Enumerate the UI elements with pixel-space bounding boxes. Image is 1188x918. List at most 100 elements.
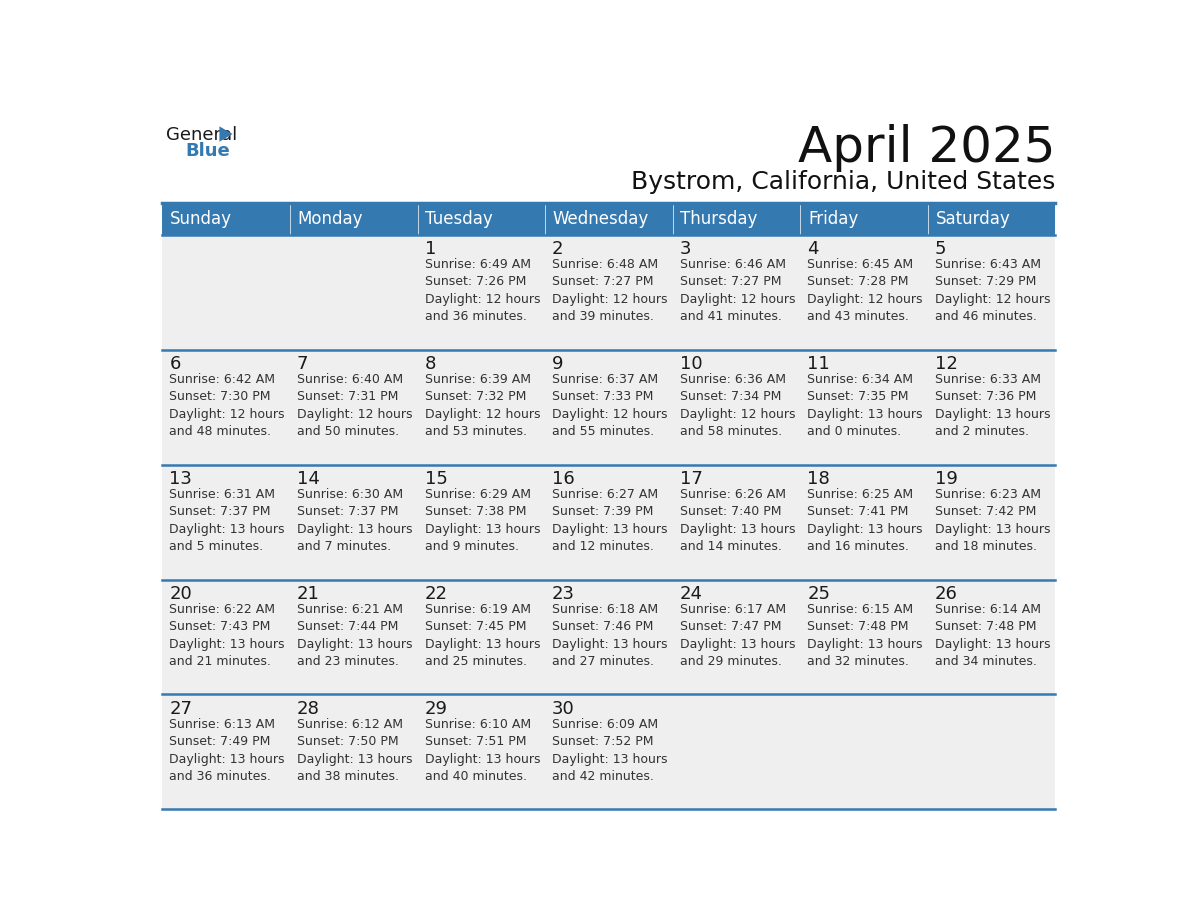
Bar <box>928 235 1055 350</box>
Bar <box>163 203 290 235</box>
Text: Saturday: Saturday <box>935 209 1010 228</box>
Text: Sunrise: 6:31 AM
Sunset: 7:37 PM
Daylight: 13 hours
and 5 minutes.: Sunrise: 6:31 AM Sunset: 7:37 PM Dayligh… <box>170 487 285 554</box>
Bar <box>545 203 672 235</box>
Polygon shape <box>220 127 233 141</box>
Text: 25: 25 <box>807 585 830 603</box>
Text: 19: 19 <box>935 470 958 488</box>
Bar <box>417 579 545 694</box>
Bar <box>801 203 928 235</box>
Bar <box>163 235 290 350</box>
Text: 29: 29 <box>424 700 448 718</box>
Text: 1: 1 <box>424 241 436 258</box>
Text: Sunrise: 6:42 AM
Sunset: 7:30 PM
Daylight: 12 hours
and 48 minutes.: Sunrise: 6:42 AM Sunset: 7:30 PM Dayligh… <box>170 373 285 439</box>
Bar <box>928 579 1055 694</box>
Text: 2: 2 <box>552 241 563 258</box>
Text: 5: 5 <box>935 241 946 258</box>
Text: 14: 14 <box>297 470 320 488</box>
Text: 21: 21 <box>297 585 320 603</box>
Text: Sunrise: 6:45 AM
Sunset: 7:28 PM
Daylight: 12 hours
and 43 minutes.: Sunrise: 6:45 AM Sunset: 7:28 PM Dayligh… <box>807 258 923 323</box>
Text: 22: 22 <box>424 585 448 603</box>
Text: Sunrise: 6:19 AM
Sunset: 7:45 PM
Daylight: 13 hours
and 25 minutes.: Sunrise: 6:19 AM Sunset: 7:45 PM Dayligh… <box>424 602 541 668</box>
Text: Wednesday: Wednesday <box>552 209 649 228</box>
Bar <box>545 465 672 579</box>
Bar <box>545 694 672 810</box>
Text: Sunrise: 6:21 AM
Sunset: 7:44 PM
Daylight: 13 hours
and 23 minutes.: Sunrise: 6:21 AM Sunset: 7:44 PM Dayligh… <box>297 602 412 668</box>
Bar <box>672 694 801 810</box>
Text: Friday: Friday <box>808 209 858 228</box>
Text: Sunrise: 6:40 AM
Sunset: 7:31 PM
Daylight: 12 hours
and 50 minutes.: Sunrise: 6:40 AM Sunset: 7:31 PM Dayligh… <box>297 373 412 439</box>
Bar <box>163 350 290 465</box>
Bar <box>417 465 545 579</box>
Text: Sunrise: 6:37 AM
Sunset: 7:33 PM
Daylight: 12 hours
and 55 minutes.: Sunrise: 6:37 AM Sunset: 7:33 PM Dayligh… <box>552 373 668 439</box>
Text: Sunrise: 6:09 AM
Sunset: 7:52 PM
Daylight: 13 hours
and 42 minutes.: Sunrise: 6:09 AM Sunset: 7:52 PM Dayligh… <box>552 718 668 783</box>
Text: 13: 13 <box>170 470 192 488</box>
Bar <box>801 579 928 694</box>
Text: Sunrise: 6:18 AM
Sunset: 7:46 PM
Daylight: 13 hours
and 27 minutes.: Sunrise: 6:18 AM Sunset: 7:46 PM Dayligh… <box>552 602 668 668</box>
Text: Sunrise: 6:33 AM
Sunset: 7:36 PM
Daylight: 13 hours
and 2 minutes.: Sunrise: 6:33 AM Sunset: 7:36 PM Dayligh… <box>935 373 1050 439</box>
Text: 12: 12 <box>935 355 958 374</box>
Text: Sunrise: 6:34 AM
Sunset: 7:35 PM
Daylight: 13 hours
and 0 minutes.: Sunrise: 6:34 AM Sunset: 7:35 PM Dayligh… <box>807 373 923 439</box>
Text: Bystrom, California, United States: Bystrom, California, United States <box>631 170 1055 195</box>
Bar <box>290 694 417 810</box>
Text: Sunrise: 6:12 AM
Sunset: 7:50 PM
Daylight: 13 hours
and 38 minutes.: Sunrise: 6:12 AM Sunset: 7:50 PM Dayligh… <box>297 718 412 783</box>
Bar <box>290 465 417 579</box>
Bar <box>672 235 801 350</box>
Text: 8: 8 <box>424 355 436 374</box>
Bar <box>928 465 1055 579</box>
Text: Monday: Monday <box>298 209 364 228</box>
Text: Sunday: Sunday <box>170 209 232 228</box>
Bar <box>290 203 417 235</box>
Text: 20: 20 <box>170 585 192 603</box>
Bar <box>928 694 1055 810</box>
Text: Thursday: Thursday <box>681 209 758 228</box>
Text: 3: 3 <box>680 241 691 258</box>
Text: Sunrise: 6:36 AM
Sunset: 7:34 PM
Daylight: 12 hours
and 58 minutes.: Sunrise: 6:36 AM Sunset: 7:34 PM Dayligh… <box>680 373 795 439</box>
Text: 4: 4 <box>807 241 819 258</box>
Bar <box>290 579 417 694</box>
Bar <box>417 350 545 465</box>
Text: Sunrise: 6:43 AM
Sunset: 7:29 PM
Daylight: 12 hours
and 46 minutes.: Sunrise: 6:43 AM Sunset: 7:29 PM Dayligh… <box>935 258 1050 323</box>
Text: Sunrise: 6:26 AM
Sunset: 7:40 PM
Daylight: 13 hours
and 14 minutes.: Sunrise: 6:26 AM Sunset: 7:40 PM Dayligh… <box>680 487 795 554</box>
Text: Sunrise: 6:39 AM
Sunset: 7:32 PM
Daylight: 12 hours
and 53 minutes.: Sunrise: 6:39 AM Sunset: 7:32 PM Dayligh… <box>424 373 541 439</box>
Bar <box>290 235 417 350</box>
Text: 24: 24 <box>680 585 702 603</box>
Bar <box>417 694 545 810</box>
Bar <box>801 235 928 350</box>
Bar <box>163 694 290 810</box>
Bar <box>290 350 417 465</box>
Text: Sunrise: 6:14 AM
Sunset: 7:48 PM
Daylight: 13 hours
and 34 minutes.: Sunrise: 6:14 AM Sunset: 7:48 PM Dayligh… <box>935 602 1050 668</box>
Bar <box>672 203 801 235</box>
Text: 7: 7 <box>297 355 309 374</box>
Text: Sunrise: 6:13 AM
Sunset: 7:49 PM
Daylight: 13 hours
and 36 minutes.: Sunrise: 6:13 AM Sunset: 7:49 PM Dayligh… <box>170 718 285 783</box>
Text: 23: 23 <box>552 585 575 603</box>
Text: 10: 10 <box>680 355 702 374</box>
Bar <box>672 350 801 465</box>
Bar <box>545 579 672 694</box>
Text: 9: 9 <box>552 355 563 374</box>
Bar <box>672 579 801 694</box>
Text: Sunrise: 6:29 AM
Sunset: 7:38 PM
Daylight: 13 hours
and 9 minutes.: Sunrise: 6:29 AM Sunset: 7:38 PM Dayligh… <box>424 487 541 554</box>
Text: Sunrise: 6:46 AM
Sunset: 7:27 PM
Daylight: 12 hours
and 41 minutes.: Sunrise: 6:46 AM Sunset: 7:27 PM Dayligh… <box>680 258 795 323</box>
Text: Blue: Blue <box>185 142 230 161</box>
Text: Sunrise: 6:25 AM
Sunset: 7:41 PM
Daylight: 13 hours
and 16 minutes.: Sunrise: 6:25 AM Sunset: 7:41 PM Dayligh… <box>807 487 923 554</box>
Text: Sunrise: 6:10 AM
Sunset: 7:51 PM
Daylight: 13 hours
and 40 minutes.: Sunrise: 6:10 AM Sunset: 7:51 PM Dayligh… <box>424 718 541 783</box>
Text: Sunrise: 6:48 AM
Sunset: 7:27 PM
Daylight: 12 hours
and 39 minutes.: Sunrise: 6:48 AM Sunset: 7:27 PM Dayligh… <box>552 258 668 323</box>
Text: 15: 15 <box>424 470 448 488</box>
Bar <box>801 465 928 579</box>
Bar <box>417 203 545 235</box>
Text: Tuesday: Tuesday <box>425 209 493 228</box>
Text: Sunrise: 6:15 AM
Sunset: 7:48 PM
Daylight: 13 hours
and 32 minutes.: Sunrise: 6:15 AM Sunset: 7:48 PM Dayligh… <box>807 602 923 668</box>
Text: 18: 18 <box>807 470 830 488</box>
Text: Sunrise: 6:17 AM
Sunset: 7:47 PM
Daylight: 13 hours
and 29 minutes.: Sunrise: 6:17 AM Sunset: 7:47 PM Dayligh… <box>680 602 795 668</box>
Text: 26: 26 <box>935 585 958 603</box>
Bar <box>672 465 801 579</box>
Text: 30: 30 <box>552 700 575 718</box>
Text: 27: 27 <box>170 700 192 718</box>
Bar <box>163 579 290 694</box>
Text: General: General <box>166 126 238 143</box>
Text: 6: 6 <box>170 355 181 374</box>
Text: 28: 28 <box>297 700 320 718</box>
Text: Sunrise: 6:27 AM
Sunset: 7:39 PM
Daylight: 13 hours
and 12 minutes.: Sunrise: 6:27 AM Sunset: 7:39 PM Dayligh… <box>552 487 668 554</box>
Bar <box>928 203 1055 235</box>
Text: Sunrise: 6:22 AM
Sunset: 7:43 PM
Daylight: 13 hours
and 21 minutes.: Sunrise: 6:22 AM Sunset: 7:43 PM Dayligh… <box>170 602 285 668</box>
